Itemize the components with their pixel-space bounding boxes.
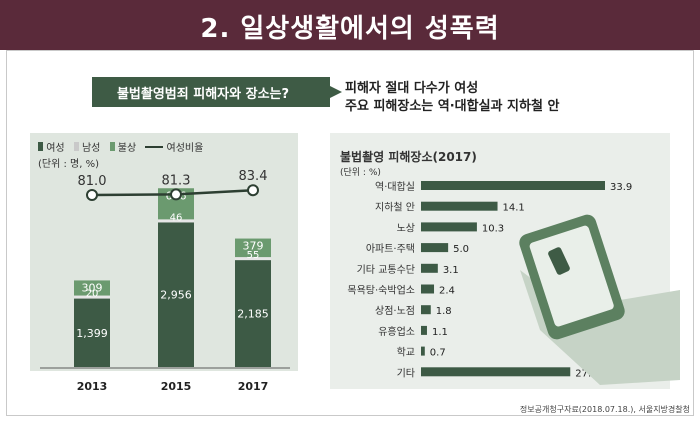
content-frame (6, 50, 694, 416)
legend-line-ratio (145, 145, 164, 148)
legend-label-male: 남성 (81, 143, 101, 154)
legend-swatch-female (38, 142, 43, 151)
legend-label-ratio: 여성비율 (166, 143, 204, 154)
summary-line-2: 주요 피해장소는 역·대합실과 지하철 안 (345, 99, 560, 114)
question-box: 불법촬영범죄 피해자와 장소는? (92, 77, 342, 107)
source-note: 정보공개청구자료(2018.07.18.), 서울지방경찰청 (519, 405, 690, 414)
right-chart-title: 불법촬영 피해장소(2017) (340, 150, 477, 164)
left-chart-legend: 여성 남성 불상 여성비율 (38, 139, 203, 154)
summary-line-1: 피해자 절대 다수가 여성 (345, 81, 479, 96)
right-chart-unit: (단위 : %) (340, 168, 381, 178)
left-chart-unit: (단위 : 명, %) (38, 159, 99, 170)
question-arrow-icon (330, 86, 342, 98)
right-chart-panel (330, 133, 670, 389)
legend-label-unknown: 불상 (117, 143, 137, 154)
question-text: 불법촬영범죄 피해자와 장소는? (116, 87, 290, 102)
legend-swatch-male (73, 142, 79, 151)
legend-swatch-unknown (109, 142, 115, 151)
legend-label-female: 여성 (46, 143, 65, 154)
title-bar (0, 0, 700, 50)
page-title: 2. 일상생활에서의 성폭력 (200, 14, 500, 44)
